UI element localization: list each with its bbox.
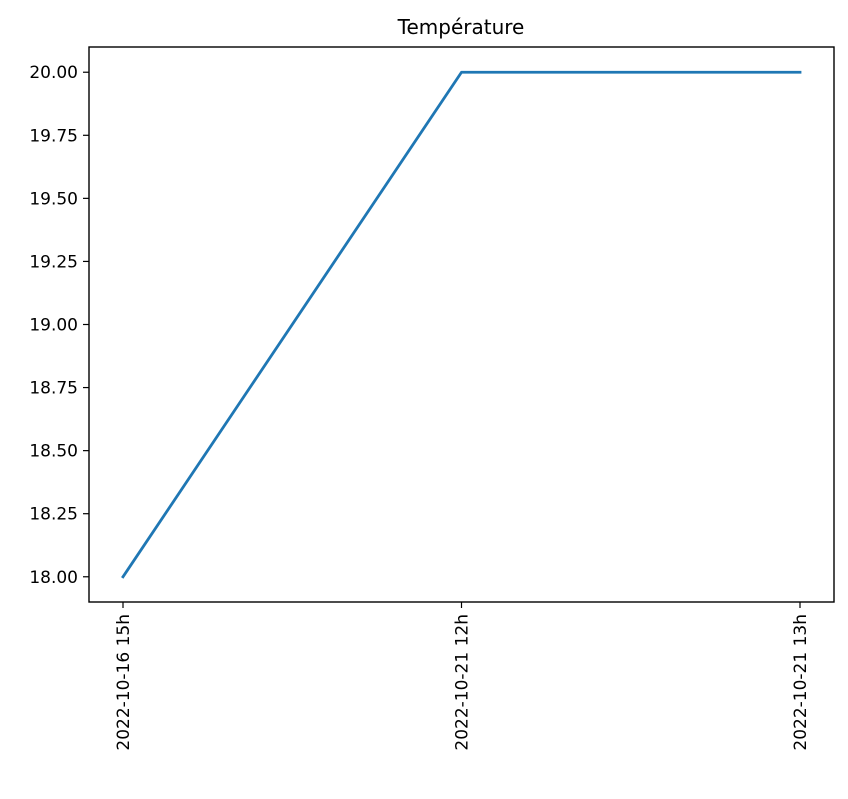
y-tick-label: 18.00 (29, 568, 78, 588)
x-tick-label: 2022-10-21 12h (453, 614, 473, 751)
y-tick-label: 19.00 (29, 316, 78, 336)
y-tick-label: 18.50 (29, 442, 78, 462)
x-tick-label: 2022-10-16 15h (114, 614, 134, 751)
x-tick-label: 2022-10-21 13h (791, 614, 811, 751)
series-layer (121, 70, 802, 579)
x-axis: 2022-10-16 15h 2022-10-21 12h 2022-10-21 1… (114, 602, 811, 751)
series-line (121, 70, 802, 579)
y-axis: 18.00 18.25 18.50 18.75 19.00 19.25 19.50 19.75… (29, 63, 89, 588)
y-tick-label: 18.25 (29, 505, 78, 525)
y-tick-label: 19.25 (29, 252, 78, 272)
y-tick-label: 19.50 (29, 189, 78, 209)
plot-area-frame (88, 46, 835, 603)
y-tick-label: 19.75 (29, 126, 78, 146)
y-tick-label: 18.75 (29, 379, 78, 399)
y-tick-label: 20.00 (29, 63, 78, 83)
chart-title: Température (397, 15, 525, 39)
